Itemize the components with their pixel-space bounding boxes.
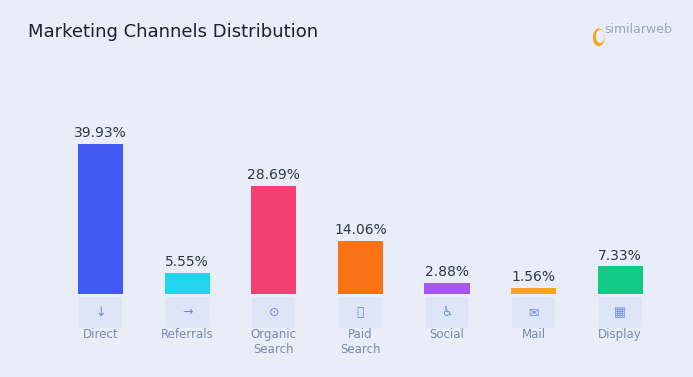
Text: Referrals: Referrals — [161, 328, 213, 341]
Text: Social: Social — [430, 328, 464, 341]
Text: Display: Display — [598, 328, 642, 341]
Bar — [425, 283, 470, 294]
Text: 39.93%: 39.93% — [74, 126, 127, 140]
Text: →: → — [182, 306, 193, 319]
Bar — [165, 273, 210, 294]
Text: Organic
Search: Organic Search — [251, 328, 297, 356]
Text: ⊙: ⊙ — [268, 306, 279, 319]
Text: ↓: ↓ — [95, 306, 106, 319]
Text: Paid
Search: Paid Search — [340, 328, 380, 356]
Text: 14.06%: 14.06% — [334, 223, 387, 237]
Text: Direct: Direct — [82, 328, 119, 341]
Bar — [598, 267, 643, 294]
Text: 1.56%: 1.56% — [511, 270, 556, 284]
Bar — [78, 144, 123, 294]
Text: 2.88%: 2.88% — [425, 265, 469, 279]
Text: similarweb: similarweb — [604, 23, 672, 35]
Text: 7.33%: 7.33% — [598, 249, 642, 263]
Bar — [252, 186, 297, 294]
Text: ✉: ✉ — [528, 306, 539, 319]
Text: 28.69%: 28.69% — [247, 168, 300, 182]
Text: Ⓢ: Ⓢ — [357, 306, 364, 319]
Circle shape — [593, 29, 604, 46]
Text: 5.55%: 5.55% — [165, 255, 209, 269]
Circle shape — [597, 31, 604, 42]
Text: ▦: ▦ — [615, 306, 626, 319]
Text: Marketing Channels Distribution: Marketing Channels Distribution — [28, 23, 318, 41]
Text: ♿: ♿ — [441, 306, 453, 319]
Bar — [338, 241, 383, 294]
Bar — [511, 288, 556, 294]
Text: Mail: Mail — [522, 328, 545, 341]
